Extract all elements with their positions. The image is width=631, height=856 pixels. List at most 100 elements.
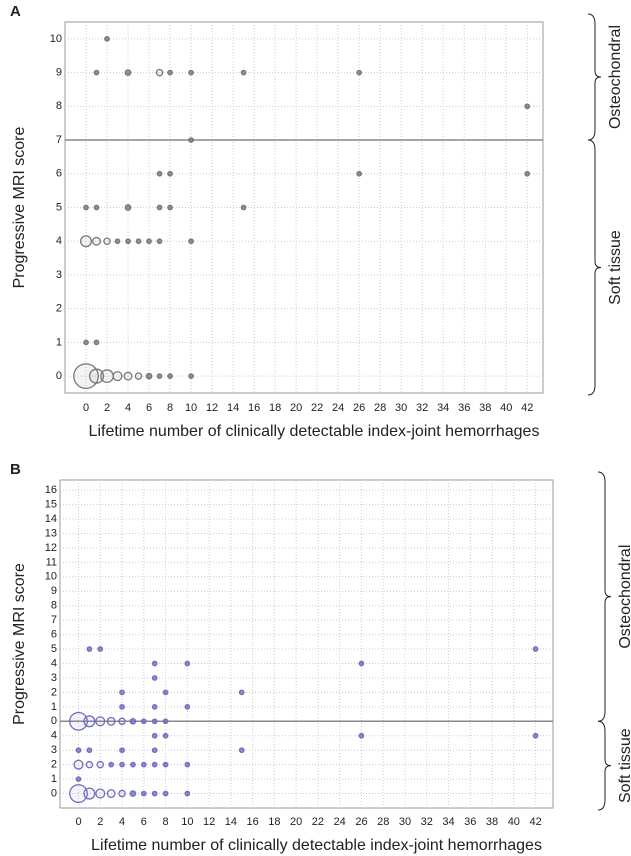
bubble xyxy=(97,646,104,652)
y-tick-label: 7 xyxy=(56,134,62,146)
bubble xyxy=(124,204,132,211)
y-tick-label: 11 xyxy=(46,556,57,568)
x-tick-label: 22 xyxy=(312,816,324,828)
x-tick-label: 8 xyxy=(167,402,173,414)
bubble xyxy=(130,761,136,768)
bubble xyxy=(125,238,131,245)
x-tick-label: 0 xyxy=(75,816,81,828)
bubble xyxy=(119,747,125,754)
side-label: Osteochondral xyxy=(607,25,624,129)
y-tick-label: 3 xyxy=(51,672,57,684)
bubble xyxy=(151,704,158,710)
bubble xyxy=(188,69,194,76)
bubble xyxy=(167,69,173,76)
bubble xyxy=(151,718,158,725)
bubble xyxy=(184,761,191,768)
x-tick-label: 40 xyxy=(500,402,512,414)
y-tick-label: 3 xyxy=(56,269,62,281)
bubble xyxy=(73,759,84,770)
bubble xyxy=(356,170,363,177)
bubble xyxy=(140,761,147,768)
y-tick-label: 8 xyxy=(51,600,57,612)
bubble xyxy=(184,660,191,667)
y-tick-label: 4 xyxy=(56,235,62,247)
y-tick-label: 0 xyxy=(56,370,62,382)
x-axis-label: Lifetime number of clinically detectable… xyxy=(91,837,542,854)
x-tick-label: 18 xyxy=(268,816,280,828)
bubble xyxy=(86,646,93,652)
bubble xyxy=(95,716,106,727)
bubble xyxy=(83,204,89,211)
y-tick-label: 16 xyxy=(45,484,57,496)
bubble xyxy=(100,369,114,384)
x-tick-label: 42 xyxy=(521,402,533,414)
x-tick-label: 18 xyxy=(269,402,281,414)
bubble xyxy=(184,790,191,797)
x-tick-label: 38 xyxy=(479,402,491,414)
x-tick-label: 22 xyxy=(311,402,323,414)
y-tick-label: 2 xyxy=(51,686,57,698)
side-label: Soft tissue xyxy=(607,230,624,305)
bubble xyxy=(95,788,106,799)
bubble xyxy=(145,372,153,380)
x-tick-label: 20 xyxy=(290,816,302,828)
brace xyxy=(587,13,602,141)
y-tick-label: 0 xyxy=(51,787,57,799)
bubble xyxy=(167,170,173,177)
x-tick-label: 36 xyxy=(464,816,476,828)
y-tick-label: 9 xyxy=(56,66,62,78)
bubble xyxy=(356,69,363,76)
bubble xyxy=(86,747,93,754)
bubble xyxy=(532,732,539,739)
bubble xyxy=(146,238,152,245)
panel-label: A xyxy=(10,3,21,20)
x-axis-label: Lifetime number of clinically detectable… xyxy=(89,423,540,440)
bubble xyxy=(134,372,143,380)
x-tick-label: 26 xyxy=(353,402,365,414)
bubble xyxy=(79,235,93,248)
y-tick-label: 1 xyxy=(56,336,62,348)
bubble xyxy=(92,236,101,246)
brace xyxy=(597,471,612,722)
y-tick-label: 10 xyxy=(50,33,62,45)
x-tick-label: 4 xyxy=(119,816,125,828)
x-tick-label: 16 xyxy=(247,816,259,828)
plot-frame xyxy=(64,21,544,394)
bubble xyxy=(238,689,245,696)
y-tick-label: 2 xyxy=(51,759,57,771)
bubble xyxy=(156,373,163,379)
bubble xyxy=(156,204,163,211)
y-tick-label: 2 xyxy=(56,303,62,315)
y-axis-label: Progressive MRI score xyxy=(11,563,28,725)
y-tick-label: 3 xyxy=(51,744,57,756)
x-tick-label: 0 xyxy=(83,402,89,414)
side-label: Osteochondral xyxy=(617,545,631,649)
bubble xyxy=(238,747,245,754)
bubble xyxy=(156,170,163,177)
x-tick-label: 26 xyxy=(355,816,367,828)
bubble xyxy=(104,36,110,42)
y-tick-label: 6 xyxy=(51,629,57,641)
bubble xyxy=(240,69,247,76)
bubble xyxy=(118,717,126,726)
bubble xyxy=(524,170,531,177)
bubble xyxy=(103,237,111,245)
bubble xyxy=(119,761,125,768)
bubble xyxy=(83,339,89,346)
y-tick-label: 4 xyxy=(51,657,57,669)
y-tick-label: 1 xyxy=(51,701,57,713)
bubble xyxy=(93,204,100,211)
bubble xyxy=(162,732,169,739)
y-tick-label: 14 xyxy=(45,513,57,525)
bubble xyxy=(358,660,365,667)
x-tick-label: 20 xyxy=(290,402,302,414)
x-tick-label: 12 xyxy=(203,816,215,828)
bubble xyxy=(162,790,169,797)
bubble xyxy=(114,238,121,245)
bubble xyxy=(188,238,194,245)
bubble xyxy=(123,371,133,381)
side-label: Soft tissue xyxy=(617,728,631,803)
x-tick-label: 2 xyxy=(97,816,103,828)
bubble xyxy=(167,204,173,211)
panel-label: B xyxy=(10,461,21,478)
